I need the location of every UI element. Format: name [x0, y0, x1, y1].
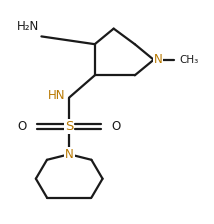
Text: O: O: [111, 120, 121, 133]
Text: HN: HN: [48, 89, 66, 102]
Text: O: O: [18, 120, 27, 133]
Text: N: N: [154, 53, 162, 66]
Text: CH₃: CH₃: [179, 55, 199, 65]
Text: S: S: [65, 120, 73, 133]
Text: H₂N: H₂N: [17, 20, 39, 33]
Text: N: N: [65, 148, 74, 161]
